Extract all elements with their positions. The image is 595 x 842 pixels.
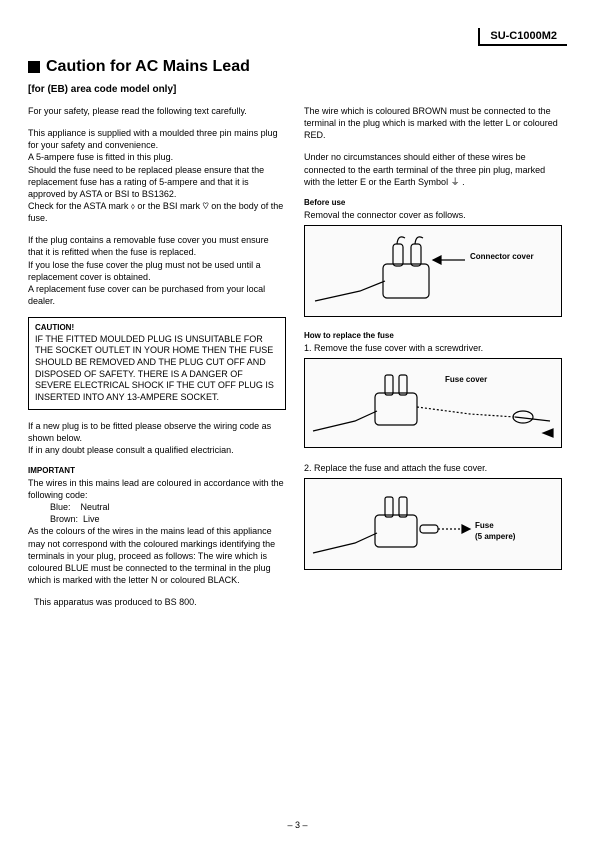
main-title: Caution for AC Mains Lead xyxy=(46,58,250,76)
content-columns: For your safety, please read the followi… xyxy=(28,105,567,618)
caution-text: IF THE FITTED MOULDED PLUG IS UNSUITABLE… xyxy=(35,334,279,404)
subtitle: [for (EB) area code model only] xyxy=(28,84,567,95)
caution-label: CAUTION! xyxy=(35,323,279,333)
diagram2-label: Fuse cover xyxy=(445,375,487,386)
wire-brown-value: Live xyxy=(83,514,100,524)
page-number: – 3 – xyxy=(0,820,595,830)
title-bullet-icon xyxy=(28,61,40,73)
diagram-connector-cover: Connector cover xyxy=(304,225,562,317)
wire-blue-value: Neutral xyxy=(81,502,110,512)
right-p2: Under no circumstances should either of … xyxy=(304,151,562,187)
diagram-remove-fuse-cover: Fuse cover xyxy=(304,358,562,448)
left-column: For your safety, please read the followi… xyxy=(28,105,286,618)
left-p5a: The wires in this mains lead are coloure… xyxy=(28,477,286,501)
model-number: SU-C1000M2 xyxy=(490,30,557,42)
caution-box: CAUTION! IF THE FITTED MOULDED PLUG IS U… xyxy=(28,317,286,410)
diagram-replace-fuse: Fuse (5 ampere) xyxy=(304,478,562,570)
left-p4: If a new plug is to be fitted please obs… xyxy=(28,420,286,456)
wire-brown-label: Brown: xyxy=(50,514,78,524)
diagram1-label: Connector cover xyxy=(470,252,534,263)
step1-text: 1. Remove the fuse cover with a screwdri… xyxy=(304,342,562,354)
left-p3: If the plug contains a removable fuse co… xyxy=(28,234,286,307)
diagram3-label: Fuse (5 ampere) xyxy=(475,521,515,543)
title-row: Caution for AC Mains Lead xyxy=(28,58,567,76)
important-label: IMPORTANT xyxy=(28,466,286,477)
right-p1: The wire which is coloured BROWN must be… xyxy=(304,105,562,141)
left-p5b: As the colours of the wires in the mains… xyxy=(28,525,286,586)
model-number-box: SU-C1000M2 xyxy=(478,28,567,46)
before-use-text: Removal the connector cover as follows. xyxy=(304,209,562,221)
plug-illustration-2 xyxy=(305,359,562,448)
step2-text: 2. Replace the fuse and attach the fuse … xyxy=(304,462,562,474)
plug-illustration-3 xyxy=(305,479,562,570)
how-replace-heading: How to replace the fuse xyxy=(304,331,562,342)
page-container: SU-C1000M2 Caution for AC Mains Lead [fo… xyxy=(0,0,595,638)
left-p1: For your safety, please read the followi… xyxy=(28,105,286,117)
wire-code-table: Blue: Neutral Brown: Live xyxy=(50,501,286,525)
left-p2: This appliance is supplied with a moulde… xyxy=(28,127,286,224)
plug-illustration-1 xyxy=(305,226,562,317)
before-use-heading: Before use xyxy=(304,198,562,209)
left-p6: This apparatus was produced to BS 800. xyxy=(34,596,286,608)
right-column: The wire which is coloured BROWN must be… xyxy=(304,105,562,618)
wire-blue-label: Blue: xyxy=(50,502,71,512)
